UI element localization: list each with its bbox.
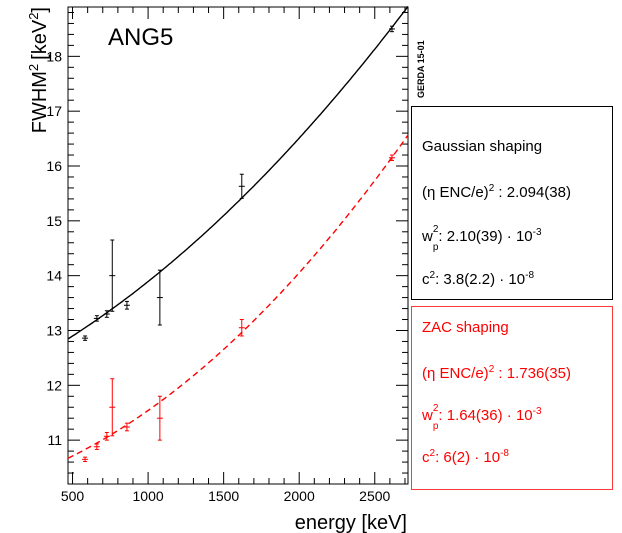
legend-gaussian: Gaussian shaping (η ENC/e)2 : 2.094(38) … <box>411 106 613 300</box>
gaussian-data-point <box>82 335 89 341</box>
gaussian-c-val-exp: -8 <box>525 270 535 281</box>
zac-fit-curve <box>67 134 409 459</box>
zac-data-point <box>93 443 100 450</box>
axis-ticks: 500 1000 1500 2000 2500 11 12 13 14 15 16 17 18 <box>46 7 408 504</box>
gaussian-data-point <box>109 239 116 312</box>
y-tick-label: 11 <box>47 432 62 448</box>
x-tick-label: 1000 <box>133 488 164 504</box>
gaussian-data-point <box>156 269 163 326</box>
gaussian-data-point <box>103 310 110 318</box>
y-tick-label: 14 <box>46 268 62 284</box>
zac-data-point <box>109 378 116 437</box>
gaussian-data-point <box>123 300 130 310</box>
zac-wp-sub: p <box>432 421 439 432</box>
y-axis-title-base: FWHM <box>29 71 51 133</box>
gaussian-enc-exp: 2 <box>488 183 495 194</box>
y-tick-label: 16 <box>46 158 62 174</box>
x-tick-label: 2000 <box>284 488 315 504</box>
zac-c-val-exp: -8 <box>500 448 509 459</box>
gaussian-wp: w 2 p: 2.10(39) · 10-3 <box>422 224 542 253</box>
zac-data-point <box>238 319 245 337</box>
zac-c-value: : 6(2) · 10 <box>435 449 501 466</box>
zac-enc: (η ENC/e)2 : 1.736(35) <box>422 364 571 382</box>
gaussian-wp-exp: -3 <box>532 227 542 238</box>
zac-c-sym: c <box>422 449 430 466</box>
y-axis-title: FWHM2[keV2] <box>26 7 51 133</box>
zac-enc-value: : 1.736(35) <box>494 365 571 382</box>
x-tick-label: 2500 <box>359 488 390 504</box>
y-tick-label: 15 <box>46 213 62 229</box>
x-tick-label: 1500 <box>208 488 239 504</box>
gaussian-title: Gaussian shaping <box>422 138 543 155</box>
plot-frame <box>67 6 409 485</box>
zac-wp-sup: 2 <box>432 403 439 414</box>
x-axis-title: energy [keV] <box>295 512 407 533</box>
gaussian-data-point <box>388 25 395 33</box>
zac-wp-sym: w <box>422 407 433 424</box>
y-axis-title-close: ] <box>29 7 51 13</box>
zac-enc-prefix: (η ENC/e) <box>422 365 489 382</box>
data-points <box>82 25 395 463</box>
gaussian-c-value: : 3.8(2.2) · 10 <box>435 271 526 288</box>
gaussian-c-sym: c <box>422 271 430 288</box>
gaussian-enc-prefix: (η ENC/e) <box>422 184 489 201</box>
y-tick-label: 17 <box>46 103 62 119</box>
zac-data-point <box>82 456 89 463</box>
gaussian-wp-sym: w <box>422 228 433 245</box>
zac-enc-exp: 2 <box>488 364 495 375</box>
y-tick-label: 18 <box>46 48 62 64</box>
y-axis-title-exp: 2 <box>26 64 41 71</box>
zac-data-point <box>156 395 163 441</box>
zac-data-point <box>123 422 130 432</box>
watermark: GERDA 15-01 <box>416 40 426 98</box>
gaussian-data-point <box>93 315 100 322</box>
zac-data-point <box>388 154 395 162</box>
zac-wp-exp: -3 <box>532 406 542 417</box>
zac-title: ZAC shaping <box>422 319 509 336</box>
gaussian-enc: (η ENC/e)2 : 2.094(38) <box>422 183 571 201</box>
gaussian-c-exp: 2 <box>429 270 436 281</box>
gaussian-wp-sub: p <box>432 242 439 253</box>
zac-wp-value: : 1.64(36) · 10 <box>438 407 533 424</box>
zac-c-exp: 2 <box>429 448 436 459</box>
zac-c: c2: 6(2) · 10-8 <box>422 448 509 466</box>
gaussian-enc-value: : 2.094(38) <box>494 184 571 201</box>
y-tick-label: 12 <box>46 377 62 393</box>
gaussian-data-point <box>238 173 245 199</box>
zac-data-point <box>103 431 110 441</box>
zac-wp: w 2 p: 1.64(36) · 10-3 <box>422 403 542 432</box>
gaussian-wp-sup: 2 <box>432 224 439 235</box>
y-tick-label: 13 <box>46 322 62 338</box>
fit-curves <box>67 5 409 459</box>
gaussian-c: c2: 3.8(2.2) · 10-8 <box>422 270 534 288</box>
chart-title: ANG5 <box>108 24 173 51</box>
gaussian-fit-curve <box>67 5 409 340</box>
y-axis-title-unit-exp: 2 <box>26 13 41 20</box>
gaussian-wp-value: : 2.10(39) · 10 <box>438 228 533 245</box>
y-axis-title-unit: [keV <box>29 19 51 60</box>
x-tick-label: 500 <box>61 488 85 504</box>
legend-zac: ZAC shaping (η ENC/e)2 : 1.736(35) w 2 p: … <box>411 306 613 490</box>
